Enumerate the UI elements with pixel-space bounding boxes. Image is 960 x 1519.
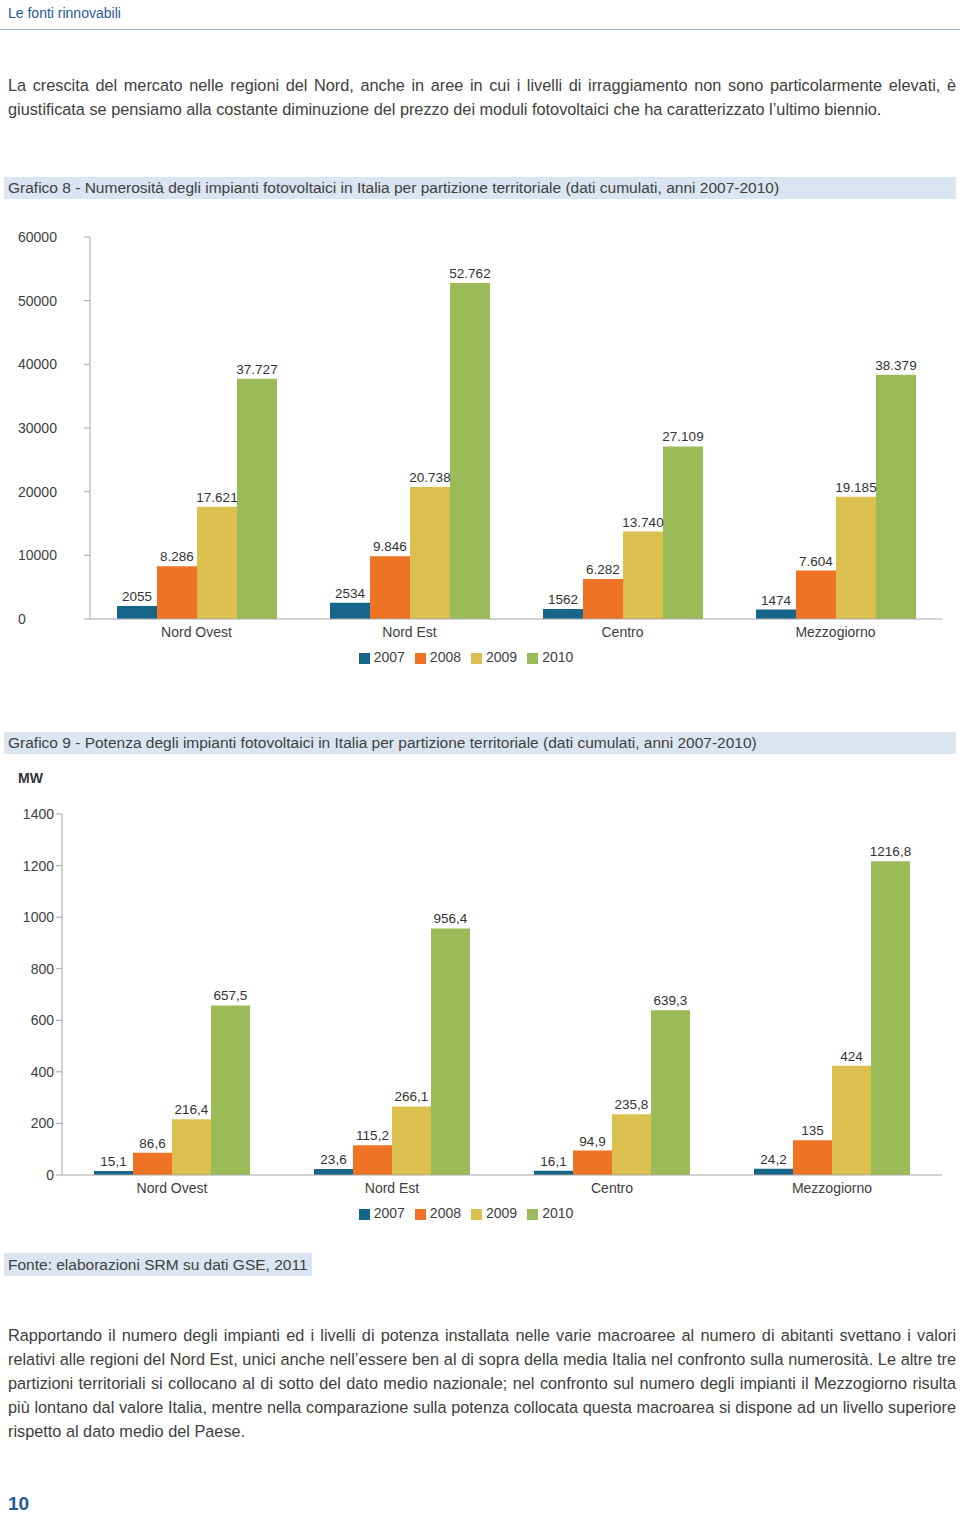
svg-text:7.604: 7.604 <box>799 554 833 569</box>
svg-text:Nord Ovest: Nord Ovest <box>137 1180 208 1196</box>
html-text:2010: 2010 <box>542 649 574 665</box>
svg-text:50000: 50000 <box>18 293 57 309</box>
svg-text:13.740: 13.740 <box>622 515 663 530</box>
svg-text:Nord Est: Nord Est <box>365 1180 420 1196</box>
svg-text:216,4: 216,4 <box>175 1102 209 1117</box>
svg-text:Centro: Centro <box>591 1180 633 1196</box>
svg-text:1400: 1400 <box>23 806 54 822</box>
svg-text:24,2: 24,2 <box>760 1152 786 1167</box>
svg-text:20.738: 20.738 <box>409 470 450 485</box>
html-text:2008: 2008 <box>429 649 461 665</box>
svg-text:27.109: 27.109 <box>662 429 703 444</box>
svg-text:Mezzogiorno: Mezzogiorno <box>795 624 875 640</box>
html-text:2007: 2007 <box>373 1205 405 1221</box>
html-text:10: 10 <box>8 1493 30 1514</box>
svg-text:400: 400 <box>31 1064 55 1080</box>
html-text:2009: 2009 <box>486 1205 518 1221</box>
html-text:2009: 2009 <box>486 649 518 665</box>
html-text:Grafico 8 - Numerosità degli i: Grafico 8 - Numerosità degli impianti fo… <box>8 179 780 196</box>
svg-text:37.727: 37.727 <box>236 362 277 377</box>
svg-text:266,1: 266,1 <box>395 1089 429 1104</box>
svg-text:30000: 30000 <box>18 420 57 436</box>
svg-text:52.762: 52.762 <box>449 266 490 281</box>
html-text:Rapportando il numero degli im: Rapportando il numero degli impianti ed … <box>8 1326 956 1440</box>
svg-text:60000: 60000 <box>18 229 57 245</box>
svg-text:1000: 1000 <box>23 909 54 925</box>
svg-text:135: 135 <box>801 1123 824 1138</box>
html-text:Le fonti rinnovabili: Le fonti rinnovabili <box>8 5 121 21</box>
svg-text:86,6: 86,6 <box>139 1136 165 1151</box>
svg-text:15,1: 15,1 <box>100 1154 126 1169</box>
svg-text:639,3: 639,3 <box>654 993 688 1008</box>
svg-text:1562: 1562 <box>548 592 578 607</box>
html-text:MW: MW <box>18 770 43 786</box>
svg-text:20000: 20000 <box>18 484 57 500</box>
svg-text:16,1: 16,1 <box>540 1154 566 1169</box>
svg-text:600: 600 <box>31 1012 55 1028</box>
svg-text:Nord Est: Nord Est <box>382 624 437 640</box>
svg-text:657,5: 657,5 <box>214 988 248 1003</box>
svg-text:23,6: 23,6 <box>320 1152 346 1167</box>
svg-text:Centro: Centro <box>601 624 643 640</box>
html-text:Fonte: elaborazioni SRM su dat: Fonte: elaborazioni SRM su dati GSE, 201… <box>8 1256 308 1273</box>
svg-text:0: 0 <box>46 1167 54 1183</box>
svg-text:800: 800 <box>31 961 55 977</box>
html-text:Grafico 9 - Potenza degli impi: Grafico 9 - Potenza degli impianti fotov… <box>8 734 757 751</box>
svg-text:0: 0 <box>18 611 26 627</box>
svg-text:1200: 1200 <box>23 858 54 874</box>
svg-text:200: 200 <box>31 1115 55 1131</box>
svg-text:19.185: 19.185 <box>835 480 876 495</box>
svg-text:956,4: 956,4 <box>434 911 468 926</box>
svg-text:2055: 2055 <box>122 589 152 604</box>
html-text:2010: 2010 <box>542 1205 574 1221</box>
svg-text:1216,8: 1216,8 <box>870 844 911 859</box>
html-text:La crescita del mercato nelle: La crescita del mercato nelle regioni de… <box>8 76 956 118</box>
svg-text:Mezzogiorno: Mezzogiorno <box>792 1180 872 1196</box>
svg-text:Nord Ovest: Nord Ovest <box>161 624 232 640</box>
svg-text:115,2: 115,2 <box>356 1128 389 1143</box>
svg-text:40000: 40000 <box>18 356 57 372</box>
svg-text:235,8: 235,8 <box>615 1097 649 1112</box>
svg-text:10000: 10000 <box>18 547 57 563</box>
html-text:2008: 2008 <box>429 1205 461 1221</box>
svg-text:9.846: 9.846 <box>373 539 407 554</box>
html-text:2007: 2007 <box>373 649 405 665</box>
svg-text:6.282: 6.282 <box>586 562 620 577</box>
svg-text:38.379: 38.379 <box>875 358 916 373</box>
svg-text:1474: 1474 <box>761 593 792 608</box>
svg-text:8.286: 8.286 <box>160 549 194 564</box>
svg-text:17.621: 17.621 <box>196 490 237 505</box>
svg-text:2534: 2534 <box>335 586 366 601</box>
svg-text:94,9: 94,9 <box>579 1134 605 1149</box>
svg-text:424: 424 <box>840 1049 863 1064</box>
